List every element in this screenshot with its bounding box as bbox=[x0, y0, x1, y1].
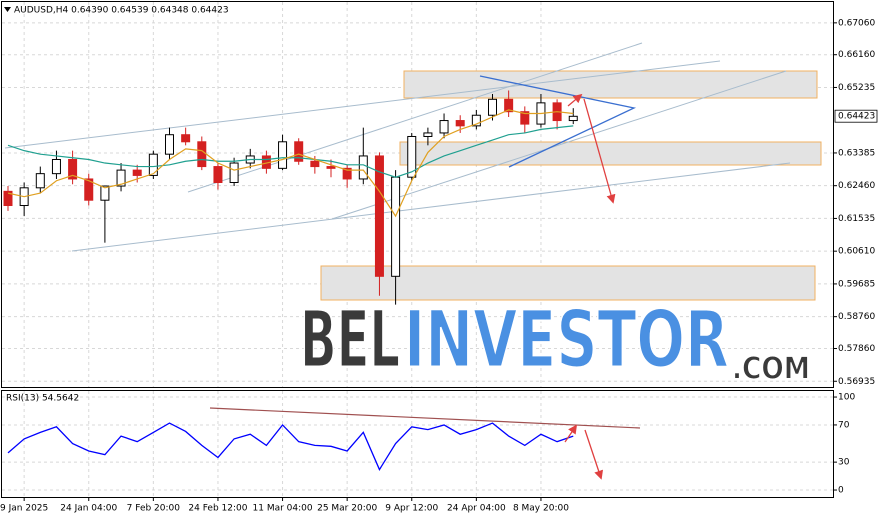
chart-title: AUDUSD,H4 0.64390 0.64539 0.64348 0.6442… bbox=[14, 6, 229, 16]
x-tick-label: 9 Apr 12:00 bbox=[385, 504, 438, 514]
candle-body bbox=[471, 114, 481, 127]
y-tick-label: 100 bbox=[838, 393, 855, 403]
watermark-left: BEL bbox=[300, 295, 400, 385]
candle-body bbox=[342, 167, 352, 180]
candle-body bbox=[229, 162, 239, 183]
candle-body bbox=[116, 169, 126, 187]
x-tick-label: 7 Feb 20:00 bbox=[127, 504, 181, 514]
trend-line bbox=[331, 70, 787, 220]
label-layer: 0.67060 0.66160 0.65235 0.63385 0.62460 0.615… bbox=[0, 18, 878, 514]
y-tick-label: 0.56935 bbox=[838, 377, 875, 387]
x-tick-label: 25 Mar 20:00 bbox=[317, 504, 377, 514]
x-tick-label: 8 May 20:00 bbox=[513, 504, 569, 514]
candle-body bbox=[84, 178, 94, 201]
x-tick-label: 11 Mar 04:00 bbox=[253, 504, 313, 514]
y-tick-label: 70 bbox=[838, 420, 850, 430]
y-tick-label: 0.66160 bbox=[838, 50, 875, 60]
candle-body bbox=[439, 120, 449, 134]
candle-body bbox=[423, 132, 433, 137]
candle-body bbox=[278, 141, 288, 169]
candle-body bbox=[568, 115, 578, 122]
candle-body bbox=[504, 98, 514, 113]
resistance-zone bbox=[403, 70, 818, 99]
y-tick-label: 0.62460 bbox=[838, 181, 875, 191]
candle-body bbox=[213, 166, 223, 183]
grid-layer bbox=[2, 2, 833, 497]
candle-body bbox=[294, 141, 304, 162]
x-tick-label: 24 Feb 12:00 bbox=[188, 504, 247, 514]
candle-body bbox=[520, 111, 530, 125]
candle-body bbox=[51, 158, 61, 175]
y-tick-label: 0.67060 bbox=[838, 18, 875, 28]
candle-body bbox=[374, 155, 384, 277]
rsi-frame bbox=[1, 390, 834, 498]
y-tick-label: 30 bbox=[838, 458, 850, 468]
watermark-right: .COM bbox=[732, 352, 810, 387]
x-tick-label: 9 Jan 2025 bbox=[0, 504, 48, 514]
candle-body bbox=[148, 153, 158, 176]
x-tick-label: 24 Apr 04:00 bbox=[447, 504, 506, 514]
plot-layer bbox=[3, 90, 578, 471]
candle-body bbox=[181, 134, 191, 143]
candle-body bbox=[132, 169, 142, 176]
last-price-box bbox=[834, 109, 878, 123]
last-price-label: 0.64423 bbox=[838, 112, 875, 122]
candle-body bbox=[391, 176, 401, 277]
watermark-middle: INVESTOR bbox=[404, 295, 729, 385]
arrow bbox=[564, 424, 578, 443]
arrow bbox=[567, 93, 583, 107]
trend-line bbox=[4, 60, 721, 149]
candle-body bbox=[197, 141, 207, 168]
candle-body bbox=[3, 190, 13, 207]
y-tick-label: 0.63385 bbox=[838, 148, 875, 158]
support-zone bbox=[399, 141, 822, 166]
candle-body bbox=[407, 135, 417, 178]
rsi-line bbox=[7, 422, 574, 471]
y-tick-label: 0.58760 bbox=[838, 312, 875, 322]
wedge-line bbox=[479, 75, 637, 168]
demand-zone bbox=[320, 265, 816, 301]
candle-body bbox=[310, 160, 320, 168]
trend-line bbox=[71, 162, 791, 252]
main-frame bbox=[1, 1, 834, 388]
candle-body bbox=[100, 185, 110, 201]
y-tick-label: 0.59685 bbox=[838, 279, 875, 289]
candle-body bbox=[358, 155, 368, 180]
y-tick-label: 0.57860 bbox=[838, 344, 875, 354]
moving-average bbox=[7, 125, 574, 178]
candle-body bbox=[68, 158, 78, 180]
arrow bbox=[584, 429, 604, 480]
candle-body bbox=[326, 166, 336, 169]
candle-body bbox=[455, 120, 465, 127]
title-icon bbox=[4, 7, 11, 12]
y-tick-label: 0.65235 bbox=[838, 83, 875, 93]
x-tick-label: 24 Jan 04:00 bbox=[60, 504, 117, 514]
candle-body bbox=[165, 134, 174, 155]
candle-body bbox=[35, 173, 45, 189]
rsi-title: RSI(13) 54.5642 bbox=[6, 394, 79, 404]
arrow bbox=[583, 98, 616, 204]
candle-body bbox=[488, 98, 497, 116]
y-tick-label: 0.61535 bbox=[838, 214, 875, 224]
y-tick-label: 0 bbox=[838, 486, 844, 496]
y-tick-label: 0.60610 bbox=[838, 247, 875, 257]
moving-average bbox=[7, 109, 574, 218]
